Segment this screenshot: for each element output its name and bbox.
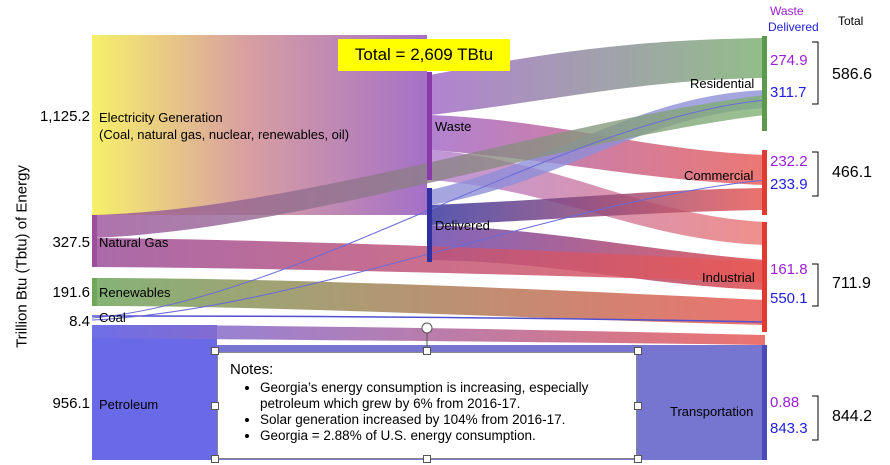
notes-list: Georgia’s energy consumption is increasi… xyxy=(230,380,626,444)
residential-waste: 274.9 xyxy=(770,52,808,69)
flow-delivered-commercial xyxy=(430,188,765,225)
electricity-value: 1,125.2 xyxy=(39,108,90,125)
bracket-residential xyxy=(812,41,819,105)
commercial-label: Commercial xyxy=(684,168,754,183)
flow-electricity-to-waste xyxy=(92,35,430,210)
delivered-node xyxy=(427,188,432,262)
petroleum-value: 956.1 xyxy=(52,395,90,412)
y-axis-label: Trillion Btu (Tbtu) of Energy xyxy=(13,165,31,348)
commercial-bar xyxy=(762,150,767,215)
transportation-label: Transportation xyxy=(670,404,754,419)
resize-handle[interactable] xyxy=(211,402,219,410)
petroleum-label: Petroleum xyxy=(99,397,159,412)
residential-label: Residential xyxy=(690,76,755,91)
commercial-total: 466.1 xyxy=(832,164,873,181)
notes-heading: Notes: xyxy=(230,361,274,378)
electricity-sublabel: (Coal, natural gas, nuclear, renewables,… xyxy=(99,127,350,142)
commercial-waste: 232.2 xyxy=(770,153,808,170)
transportation-waste: 0.88 xyxy=(770,394,800,411)
resize-handle[interactable] xyxy=(423,347,431,355)
transportation-total: 844.2 xyxy=(832,408,873,425)
bracket-industrial xyxy=(812,263,819,307)
notes-textbox[interactable]: Notes: Georgia’s energy consumption is i… xyxy=(217,352,637,459)
resize-handle[interactable] xyxy=(634,455,642,463)
legend-delivered: Delivered xyxy=(768,20,819,34)
bracket-commercial xyxy=(812,151,819,197)
resize-handle[interactable] xyxy=(634,347,642,355)
legend-waste: Waste xyxy=(770,4,804,18)
industrial-bar xyxy=(762,222,767,332)
transportation-delivered: 843.3 xyxy=(770,420,808,437)
renewables-label: Renewables xyxy=(99,285,171,300)
renewables-value: 191.6 xyxy=(52,284,90,301)
electricity-label: Electricity Generation xyxy=(99,110,223,125)
bracket-transportation xyxy=(812,395,819,441)
waste-label: Waste xyxy=(435,119,472,134)
resize-handle[interactable] xyxy=(423,455,431,463)
commercial-delivered: 233.9 xyxy=(770,176,808,193)
industrial-delivered: 550.1 xyxy=(770,290,808,307)
residential-total: 586.6 xyxy=(832,66,873,83)
resize-handle[interactable] xyxy=(634,402,642,410)
note-item: Solar generation increased by 104% from … xyxy=(260,412,626,428)
residential-bar xyxy=(762,36,767,131)
petroleum-node xyxy=(92,325,217,460)
coal-label: Coal xyxy=(99,310,126,325)
resize-handle[interactable] xyxy=(211,455,219,463)
flow-coal xyxy=(91,315,766,323)
natural-gas-label: Natural Gas xyxy=(99,235,169,250)
legend-total: Total xyxy=(838,14,864,28)
delivered-label: Delivered xyxy=(435,218,490,233)
natural-gas-value: 327.5 xyxy=(52,234,90,251)
flow-renewables-industrial xyxy=(92,278,765,325)
industrial-label: Industrial xyxy=(702,270,755,285)
flow-waste-residential xyxy=(430,38,765,115)
industrial-waste: 161.8 xyxy=(770,261,808,278)
rotate-handle-icon[interactable] xyxy=(421,322,433,334)
residential-delivered: 311.7 xyxy=(770,84,807,101)
coal-value: 8.4 xyxy=(69,313,90,330)
waste-node xyxy=(427,72,432,180)
industrial-total: 711.9 xyxy=(832,275,871,292)
note-item: Georgia’s energy consumption is increasi… xyxy=(260,380,626,412)
transportation-bar xyxy=(762,345,767,460)
flow-petroleum-industrial xyxy=(92,325,765,345)
note-item: Georgia = 2.88% of U.S. energy consumpti… xyxy=(260,428,626,444)
resize-handle[interactable] xyxy=(211,347,219,355)
total-title: Total = 2,609 TBtu xyxy=(338,39,510,71)
